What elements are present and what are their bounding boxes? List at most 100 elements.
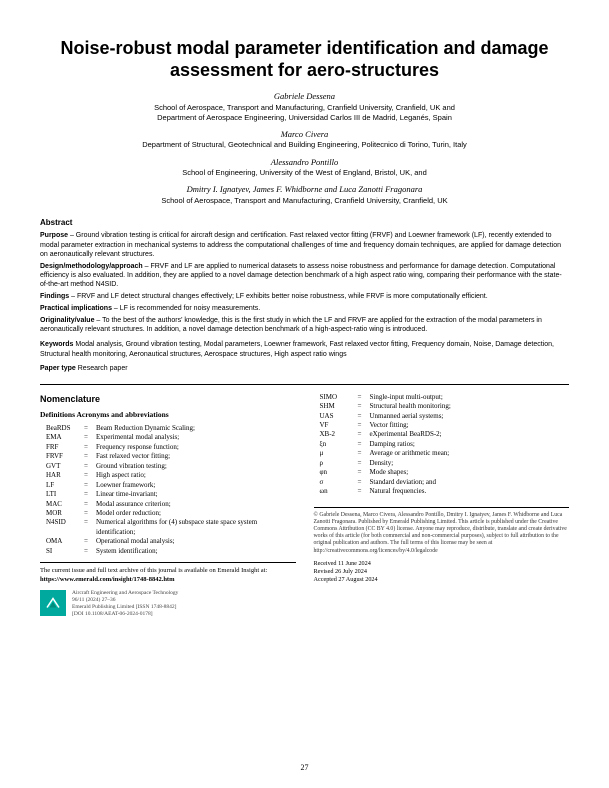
nomenclature-row: GVT=Ground vibration testing; <box>40 462 296 471</box>
left-column: Nomenclature Definitions Acronyms and ab… <box>40 393 296 618</box>
equals-sign: = <box>358 459 370 468</box>
nomenclature-row: XB-2=eXperimental BeaRDS-2; <box>314 430 570 439</box>
equals-sign: = <box>84 509 96 518</box>
equals-sign: = <box>84 462 96 471</box>
nomenclature-def: eXperimental BeaRDS-2; <box>370 430 570 439</box>
equals-sign: = <box>84 547 96 556</box>
nomenclature-abbr: MAC <box>40 500 84 509</box>
equals-sign: = <box>358 402 370 411</box>
equals-sign: = <box>84 424 96 433</box>
equals-sign: = <box>358 478 370 487</box>
nomenclature-row: SIMO=Single-input multi-output; <box>314 393 570 402</box>
abstract-item-lead: Purpose <box>40 232 68 239</box>
right-column: SIMO=Single-input multi-output;SHM=Struc… <box>314 393 570 618</box>
nomenclature-def: System identification; <box>96 547 296 556</box>
footer-divider-left <box>40 562 296 563</box>
equals-sign: = <box>84 518 96 537</box>
publisher-icon <box>40 590 66 616</box>
abstract-item: Originality/value – To the best of the a… <box>40 316 569 334</box>
keywords: Keywords Modal analysis, Ground vibratio… <box>40 340 569 359</box>
nomenclature-def: High aspect ratio; <box>96 471 296 480</box>
abstract-item-lead: Practical implications <box>40 305 112 312</box>
nomenclature-def: Beam Reduction Dynamic Scaling; <box>96 424 296 433</box>
paper-type: Paper type Research paper <box>40 364 569 373</box>
nomenclature-abbr: LF <box>40 481 84 490</box>
nomenclature-abbr: GVT <box>40 462 84 471</box>
equals-sign: = <box>84 443 96 452</box>
equals-sign: = <box>358 430 370 439</box>
nomenclature-abbr: φn <box>314 468 358 477</box>
nomenclature-def: Frequency response function; <box>96 443 296 452</box>
archive-url: https://www.emerald.com/insight/1748-884… <box>40 576 175 583</box>
nomenclature-row: FRF=Frequency response function; <box>40 443 296 452</box>
nomenclature-row: ξn=Damping ratios; <box>314 440 570 449</box>
equals-sign: = <box>358 449 370 458</box>
nomenclature-def: Damping ratios; <box>370 440 570 449</box>
nomenclature-row: φn=Mode shapes; <box>314 468 570 477</box>
equals-sign: = <box>84 452 96 461</box>
nomenclature-def: Modal assurance criterion; <box>96 500 296 509</box>
paper-title: Noise-robust modal parameter identificat… <box>40 38 569 81</box>
nomenclature-row: VF=Vector fitting; <box>314 421 570 430</box>
nomenclature-abbr: SIMO <box>314 393 358 402</box>
journal-title: Aircraft Engineering and Aerospace Techn… <box>72 590 178 597</box>
journal-issue: 96/11 (2024) 27–36 <box>72 597 178 604</box>
equals-sign: = <box>84 433 96 442</box>
nomenclature-row: MAC=Modal assurance criterion; <box>40 500 296 509</box>
equals-sign: = <box>358 412 370 421</box>
abstract-item: Findings – FRVF and LF detect structural… <box>40 292 569 301</box>
nomenclature-row: FRVF=Fast relaxed vector fitting; <box>40 452 296 461</box>
abstract-item-body: – LF is recommended for noisy measuremen… <box>112 305 260 312</box>
abstract-item-body: – To the best of the authors' knowledge,… <box>40 317 542 333</box>
archive-text: The current issue and full text archive … <box>40 567 267 574</box>
abstract-item-lead: Findings <box>40 293 69 300</box>
equals-sign: = <box>84 537 96 546</box>
keywords-body: Modal analysis, Ground vibration testing… <box>40 341 554 357</box>
author-affiliation: Department of Aerospace Engineering, Uni… <box>40 113 569 123</box>
equals-sign: = <box>358 393 370 402</box>
nomenclature-abbr: LTI <box>40 490 84 499</box>
nomenclature-heading: Nomenclature <box>40 393 296 405</box>
abstract-item: Purpose – Ground vibration testing is cr… <box>40 231 569 258</box>
nomenclature-row: HAR=High aspect ratio; <box>40 471 296 480</box>
nomenclature-abbr: MOR <box>40 509 84 518</box>
nomenclature-row: UAS=Unmanned aerial systems; <box>314 412 570 421</box>
nomenclature-row: MOR=Model order reduction; <box>40 509 296 518</box>
nomenclature-abbr: SHM <box>314 402 358 411</box>
nomenclature-abbr: σ <box>314 478 358 487</box>
author-name: Gabriele Dessena <box>40 91 569 102</box>
journal-doi: [DOI 10.1108/AEAT-06-2024-0178] <box>72 611 178 618</box>
abstract-item-lead: Design/methodology/approach <box>40 263 143 270</box>
nomenclature-row: ρ=Density; <box>314 459 570 468</box>
equals-sign: = <box>358 487 370 496</box>
nomenclature-abbr: ωn <box>314 487 358 496</box>
nomenclature-row: BeaRDS=Beam Reduction Dynamic Scaling; <box>40 424 296 433</box>
nomenclature-row: OMA=Operational modal analysis; <box>40 537 296 546</box>
nomenclature-abbr: XB-2 <box>314 430 358 439</box>
keywords-lead: Keywords <box>40 341 73 348</box>
author-entry: Marco CiveraDepartment of Structural, Ge… <box>40 129 569 151</box>
page-number: 27 <box>0 763 609 774</box>
nomenclature-def: Ground vibration testing; <box>96 462 296 471</box>
nomenclature-def: Natural frequencies. <box>370 487 570 496</box>
nomenclature-abbr: VF <box>314 421 358 430</box>
author-name: Marco Civera <box>40 129 569 140</box>
author-entry: Dmitry I. Ignatyev, James F. Whidborne a… <box>40 184 569 206</box>
nomenclature-abbr: ξn <box>314 440 358 449</box>
nomenclature-def: Numerical algorithms for (4) subspace st… <box>96 518 296 537</box>
date-received: Received 11 June 2024 <box>314 560 570 568</box>
nomenclature-abbr: N4SID <box>40 518 84 537</box>
footer-divider-right <box>314 507 570 508</box>
equals-sign: = <box>84 490 96 499</box>
nomenclature-abbr: FRF <box>40 443 84 452</box>
abstract-item: Practical implications – LF is recommend… <box>40 304 569 313</box>
author-affiliation: School of Engineering, University of the… <box>40 168 569 178</box>
author-entry: Alessandro PontilloSchool of Engineering… <box>40 157 569 179</box>
nomenclature-abbr: SI <box>40 547 84 556</box>
nomenclature-row: LF=Loewner framework; <box>40 481 296 490</box>
nomenclature-def: Single-input multi-output; <box>370 393 570 402</box>
abstract-item-lead: Originality/value <box>40 317 94 324</box>
equals-sign: = <box>84 481 96 490</box>
nomenclature-def: Vector fitting; <box>370 421 570 430</box>
nomenclature-def: Mode shapes; <box>370 468 570 477</box>
